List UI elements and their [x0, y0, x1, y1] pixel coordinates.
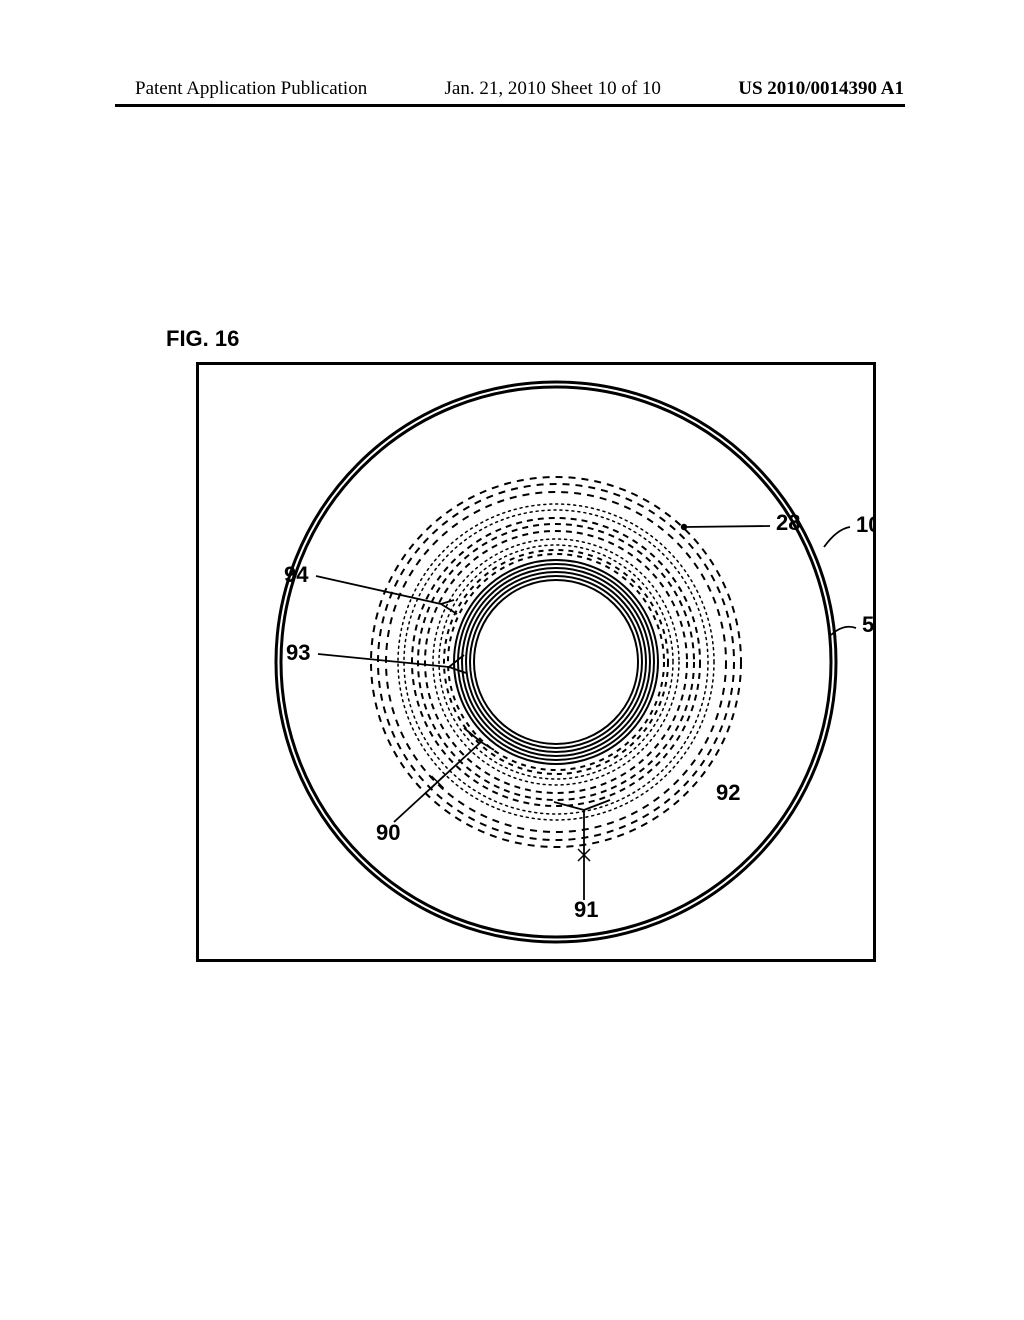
svg-text:50: 50 — [862, 612, 876, 637]
svg-text:93: 93 — [286, 640, 310, 665]
header-rule — [115, 104, 905, 107]
figure-svg: 10 50 28 94 93 90 91 92 — [196, 362, 876, 962]
header-middle-text: Jan. 21, 2010 Sheet 10 of 10 — [445, 78, 661, 100]
page: Patent Application Publication Jan. 21, … — [0, 0, 1024, 1320]
svg-text:91: 91 — [574, 897, 598, 922]
figure-16: 10 50 28 94 93 90 91 92 — [196, 362, 876, 962]
page-header: Patent Application Publication Jan. 21, … — [0, 78, 1024, 100]
figure-label: FIG. 16 — [166, 326, 239, 352]
svg-text:90: 90 — [376, 820, 400, 845]
svg-text:92: 92 — [716, 780, 740, 805]
svg-text:94: 94 — [284, 562, 309, 587]
header-right-text: US 2010/0014390 A1 — [738, 78, 904, 100]
svg-text:10: 10 — [856, 512, 876, 537]
header-left-text: Patent Application Publication — [135, 78, 367, 100]
svg-text:28: 28 — [776, 510, 800, 535]
